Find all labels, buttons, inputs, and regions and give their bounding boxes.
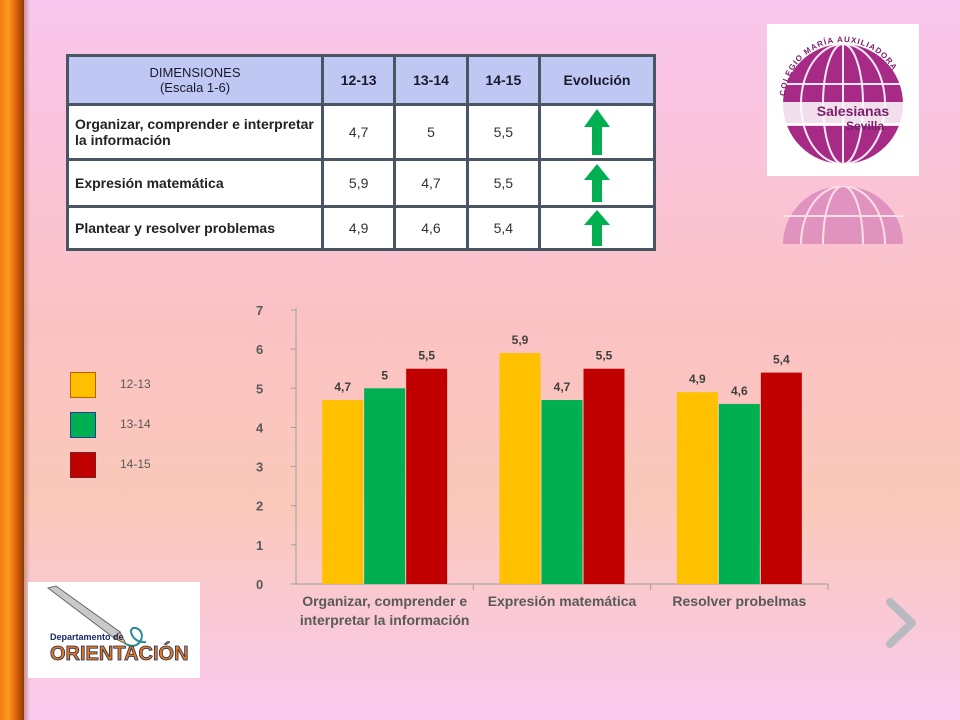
table-row: Plantear y resolver problemas 4,9 4,6 5,… [66, 205, 656, 251]
row-evolution [538, 205, 656, 251]
x-category-label: interpretar la información [300, 612, 470, 628]
y-tick-label: 1 [256, 538, 263, 553]
header-14-15: 14-15 [465, 54, 542, 106]
y-tick-label: 4 [256, 420, 264, 435]
school-name-line2: Sevilla [846, 119, 884, 133]
bar-data-label: 4,7 [334, 380, 351, 394]
bar-data-label: 5,9 [512, 333, 529, 347]
bar-13-14 [541, 400, 583, 584]
legend-item-14-15: 14-15 [70, 452, 210, 480]
row-evolution [538, 103, 656, 161]
y-tick-label: 7 [256, 303, 263, 318]
school-logo: Salesianas Sevilla COLEGIO MARÍA AUXILIA… [767, 24, 919, 176]
bar-12-13 [499, 353, 541, 584]
header-dimensiones-line1: DIMENSIONES [149, 65, 241, 80]
dimensions-table: DIMENSIONES (Escala 1-6) 12-13 13-14 14-… [66, 54, 656, 251]
table-row: Expresión matemática 5,9 4,7 5,5 [66, 158, 656, 208]
legend-swatch [70, 412, 96, 438]
x-category-label: Organizar, comprender e [302, 593, 467, 609]
header-12-13: 12-13 [320, 54, 397, 106]
row-value-13-14: 4,7 [393, 158, 469, 208]
y-tick-label: 0 [256, 577, 263, 592]
row-value-12-13: 4,7 [320, 103, 397, 161]
bar-data-label: 4,7 [554, 380, 571, 394]
row-dimension-name: Organizar, comprender e interpretar la i… [66, 103, 324, 161]
row-value-12-13: 4,9 [320, 205, 397, 251]
bar-data-label: 5 [381, 368, 388, 382]
up-arrow-icon [584, 164, 610, 202]
up-arrow-icon [584, 210, 610, 246]
row-evolution [538, 158, 656, 208]
legend-label: 14-15 [120, 457, 151, 471]
x-category-label: Expresión matemática [488, 593, 637, 609]
bar-12-13 [322, 400, 364, 584]
pencil-logo-graphic: Departamento de ORIENTACIÓN [46, 585, 189, 665]
bar-data-label: 5,4 [773, 353, 790, 367]
department-logo: Departamento de ORIENTACIÓN [28, 582, 200, 678]
y-tick-label: 6 [256, 342, 263, 357]
bar-data-label: 5,5 [596, 349, 613, 363]
row-dimension-name: Expresión matemática [66, 158, 324, 208]
row-dimension-name: Plantear y resolver problemas [66, 205, 324, 251]
y-tick-label: 5 [256, 381, 263, 396]
chevron-right-icon[interactable] [884, 598, 918, 648]
bar-chart: 0 1 2 3 4 5 6 7 4,7 5 5,5 Organizar, comprender e in… [256, 303, 829, 628]
row-value-14-15: 5,5 [465, 158, 542, 208]
legend-label: 13-14 [120, 417, 151, 431]
legend-swatch [70, 452, 96, 478]
row-value-12-13: 5,9 [320, 158, 397, 208]
legend-swatch [70, 372, 96, 398]
row-value-14-15: 5,4 [465, 205, 542, 251]
header-dimensiones: DIMENSIONES (Escala 1-6) [66, 54, 324, 106]
bar-13-14 [364, 388, 406, 584]
school-name-line1: Salesianas [817, 103, 890, 119]
bar-data-label: 4,6 [731, 384, 748, 398]
left-accent-bar [0, 0, 24, 720]
school-logo-graphic: Salesianas Sevilla COLEGIO MARÍA AUXILIA… [778, 35, 905, 165]
left-accent-shadow [24, 0, 30, 720]
row-value-13-14: 5 [393, 103, 469, 161]
dept-label-line2: ORIENTACIÓN [50, 641, 189, 665]
dept-label-line1: Departamento de [50, 632, 124, 642]
bar-data-label: 4,9 [689, 372, 706, 386]
x-category-label: Resolver probelmas [672, 593, 806, 609]
table-header-row: DIMENSIONES (Escala 1-6) 12-13 13-14 14-… [66, 54, 656, 106]
school-logo-reflection [767, 186, 919, 244]
up-arrow-icon [584, 109, 610, 155]
bar-13-14 [718, 403, 760, 584]
legend-item-13-14: 13-14 [70, 412, 210, 440]
row-value-14-15: 5,5 [465, 103, 542, 161]
header-13-14: 13-14 [393, 54, 469, 106]
bar-14-15 [760, 372, 802, 584]
bar-12-13 [676, 392, 718, 584]
table-row: Organizar, comprender e interpretar la i… [66, 103, 656, 161]
y-tick-label: 3 [256, 460, 263, 475]
bar-14-15 [583, 368, 625, 584]
bar-14-15 [406, 368, 448, 584]
legend-item-12-13: 12-13 [70, 372, 210, 400]
header-dimensiones-line2: (Escala 1-6) [159, 80, 231, 95]
header-evolucion: Evolución [538, 54, 656, 106]
row-value-13-14: 4,6 [393, 205, 469, 251]
bar-data-label: 5,5 [418, 349, 435, 363]
legend-label: 12-13 [120, 377, 151, 391]
y-tick-label: 2 [256, 499, 263, 514]
